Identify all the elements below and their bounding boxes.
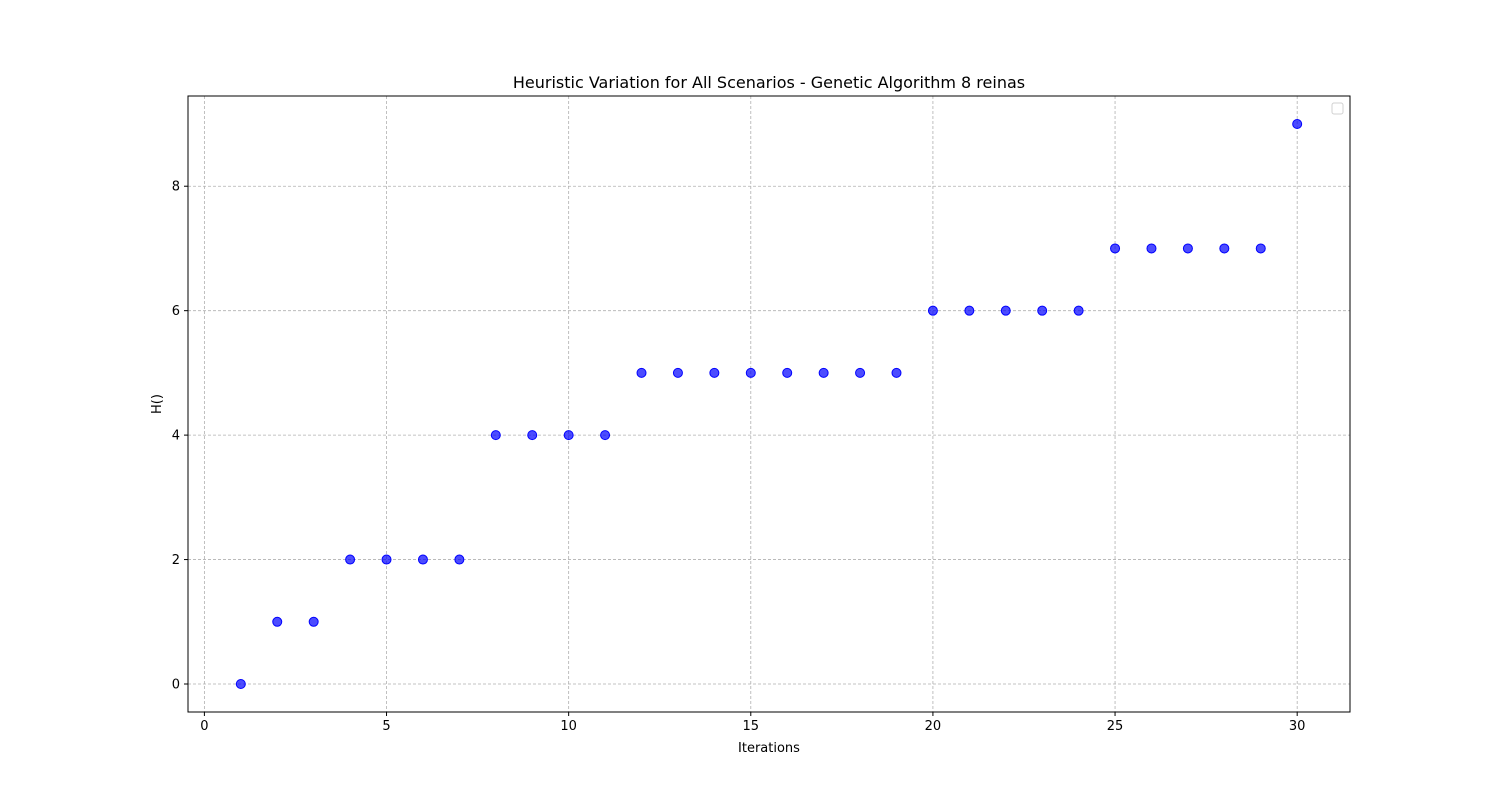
data-point	[855, 367, 866, 378]
y-tick-label: 6	[172, 304, 180, 319]
data-point	[381, 554, 392, 565]
data-point	[417, 554, 428, 565]
data-point	[490, 430, 501, 441]
data-point	[345, 554, 356, 565]
y-tick-label: 8	[172, 180, 180, 195]
y-tick-label: 2	[172, 553, 180, 568]
data-point	[1110, 243, 1121, 254]
x-axis-label: Iterations	[738, 741, 800, 756]
x-tick-label: 15	[743, 719, 760, 734]
x-tick-label: 25	[1107, 719, 1124, 734]
data-point	[527, 430, 538, 441]
data-points	[235, 119, 1303, 689]
y-tick-label: 4	[172, 429, 180, 444]
data-point	[1219, 243, 1230, 254]
data-point	[672, 367, 683, 378]
data-point	[1182, 243, 1193, 254]
data-point	[964, 305, 975, 316]
data-point	[745, 367, 756, 378]
data-point	[272, 616, 283, 627]
chart-title: Heuristic Variation for All Scenarios - …	[513, 73, 1025, 92]
grid-lines	[188, 96, 1350, 712]
legend-box	[1331, 102, 1344, 115]
data-point	[891, 367, 902, 378]
data-point	[1255, 243, 1266, 254]
data-point	[308, 616, 319, 627]
x-axis-ticks: 0 5 10 15 20 25 30	[200, 712, 1305, 734]
y-axis-label: H()	[150, 394, 165, 414]
data-point	[563, 430, 574, 441]
data-point	[709, 367, 720, 378]
data-point	[1146, 243, 1157, 254]
x-tick-label: 30	[1289, 719, 1306, 734]
data-point	[636, 367, 647, 378]
x-tick-label: 10	[560, 719, 577, 734]
data-point	[818, 367, 829, 378]
x-tick-label: 0	[200, 719, 208, 734]
data-point	[235, 679, 246, 689]
data-point	[1037, 305, 1048, 316]
data-point	[1292, 119, 1303, 129]
y-axis-ticks: 0 2 4 6 8	[172, 180, 188, 693]
y-tick-label: 0	[172, 678, 180, 693]
data-point	[454, 554, 465, 565]
data-point	[927, 305, 938, 316]
data-point	[600, 430, 611, 441]
plot-frame	[187, 95, 1351, 713]
x-tick-label: 20	[925, 719, 942, 734]
x-tick-label: 5	[382, 719, 390, 734]
data-point	[1000, 305, 1011, 316]
data-point	[782, 367, 793, 378]
data-point	[1073, 305, 1084, 316]
